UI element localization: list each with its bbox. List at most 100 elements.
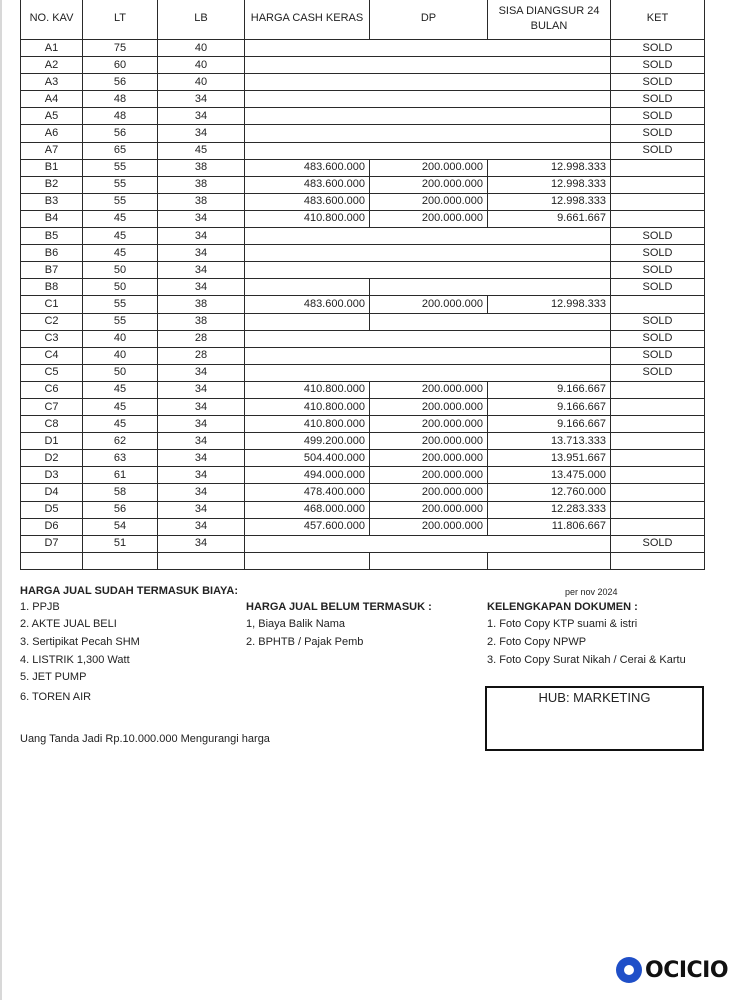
cell-merged	[244, 56, 611, 75]
cell-ket: SOLD	[610, 107, 705, 126]
cell-ket	[610, 449, 705, 468]
cell-ket: SOLD	[610, 363, 705, 382]
cell-ket: SOLD	[610, 329, 705, 348]
table-row: B5 45 34 SOLD	[20, 227, 705, 246]
logo-text: OCICIO	[645, 957, 729, 983]
cell-dp: 200.000.000	[369, 158, 488, 177]
table-row: A4 48 34 SOLD	[20, 90, 705, 109]
logo-icon	[616, 957, 642, 983]
header-dp: DP	[369, 0, 488, 40]
document-item: 3. Foto Copy Surat Nikah / Cerai & Kartu	[487, 654, 686, 666]
cell-harga: 483.600.000	[244, 295, 370, 314]
cell-ket	[610, 295, 705, 314]
deposit-note: Uang Tanda Jadi Rp.10.000.000 Mengurangi…	[20, 733, 270, 745]
cell-ket: SOLD	[610, 312, 705, 331]
cell-lb: 40	[157, 73, 245, 92]
included-title: HARGA JUAL SUDAH TERMASUK BIAYA:	[20, 585, 238, 597]
cell-ket: SOLD	[610, 261, 705, 280]
cell-sisa: 13.951.667	[487, 449, 611, 468]
cell-harga: 457.600.000	[244, 517, 370, 536]
cell-ket	[610, 551, 705, 570]
cell-kav: A7	[20, 141, 83, 160]
cell-kav: D6	[20, 517, 83, 536]
cell-merged	[244, 38, 611, 58]
date-note: per nov 2024	[565, 587, 618, 597]
cell-ket	[610, 483, 705, 502]
cell-lb: 34	[157, 534, 245, 553]
cell-dp: 200.000.000	[369, 397, 488, 417]
cell-harga	[244, 312, 370, 331]
cell-ket: SOLD	[610, 38, 705, 58]
cell-lb: 40	[157, 38, 245, 58]
cell-ket	[610, 209, 705, 229]
cell-harga: 478.400.000	[244, 483, 370, 502]
cell-lt: 63	[82, 449, 158, 468]
cell-dp: 200.000.000	[369, 192, 488, 211]
cell-kav	[20, 551, 83, 570]
documents-title: KELENGKAPAN DOKUMEN :	[487, 601, 638, 613]
cell-sisa: 12.998.333	[487, 295, 611, 314]
cell-kav: D3	[20, 466, 83, 485]
cell-lb: 34	[157, 397, 245, 417]
cell-lb: 34	[157, 209, 245, 229]
cell-lb: 34	[157, 483, 245, 502]
table-row: C5 50 34 SOLD	[20, 363, 705, 382]
cell-harga: 494.000.000	[244, 466, 370, 485]
cell-dp: 200.000.000	[369, 380, 488, 399]
excluded-title: HARGA JUAL BELUM TERMASUK :	[246, 601, 432, 613]
cell-kav: A3	[20, 73, 83, 92]
cell-kav: D2	[20, 449, 83, 468]
table-row: B6 45 34 SOLD	[20, 244, 705, 263]
cell-lt: 58	[82, 483, 158, 502]
cell-lb: 34	[157, 278, 245, 297]
cell-lb: 34	[157, 244, 245, 263]
table-row: A5 48 34 SOLD	[20, 107, 705, 126]
cell-ket	[610, 432, 705, 451]
cell-harga: 410.800.000	[244, 209, 370, 229]
cell-kav: A2	[20, 56, 83, 75]
cell-kav: D1	[20, 432, 83, 451]
cell-ket: SOLD	[610, 244, 705, 263]
cell-lb: 34	[157, 500, 245, 519]
cell-sisa: 9.661.667	[487, 209, 611, 229]
cell-lb: 34	[157, 363, 245, 382]
cell-kav: D5	[20, 500, 83, 519]
cell-kav: C8	[20, 415, 83, 434]
cell-harga: 410.800.000	[244, 380, 370, 399]
cell-dp: 200.000.000	[369, 295, 488, 314]
table-row: C1 55 38 483.600.000 200.000.000 12.998.333	[20, 295, 705, 314]
table-row: C7 45 34 410.800.000 200.000.000 9.166.667	[20, 397, 705, 417]
cell-lt: 55	[82, 175, 158, 194]
cell-lt: 60	[82, 56, 158, 75]
header-ket: KET	[610, 0, 705, 40]
cell-kav: B3	[20, 192, 83, 211]
included-item: 1. PPJB	[20, 601, 60, 613]
cell-lt: 54	[82, 517, 158, 536]
table-row: B8 50 34 SOLD	[20, 278, 705, 297]
cell-kav: B8	[20, 278, 83, 297]
cell-merged	[244, 124, 611, 143]
cell-lb: 28	[157, 329, 245, 348]
cell-sisa: 13.475.000	[487, 466, 611, 485]
cell-kav: C6	[20, 380, 83, 399]
watermark-logo: OCICIO	[616, 957, 729, 983]
table-row: C6 45 34 410.800.000 200.000.000 9.166.667	[20, 380, 705, 399]
cell-sisa: 12.998.333	[487, 158, 611, 177]
cell-lb: 34	[157, 415, 245, 434]
contact-box: HUB: MARKETING	[485, 686, 704, 751]
cell-dp: 200.000.000	[369, 415, 488, 434]
table-header: NO. KAV LT LB HARGA CASH KERAS DP SISA D…	[20, 0, 705, 40]
cell-lt: 62	[82, 432, 158, 451]
cell-lb: 34	[157, 124, 245, 143]
cell-harga	[244, 278, 370, 297]
cell-merged	[369, 312, 611, 331]
cell-dp: 200.000.000	[369, 500, 488, 519]
cell-ket	[610, 415, 705, 434]
cell-ket	[610, 500, 705, 519]
cell-merged	[369, 278, 611, 297]
cell-lt: 45	[82, 415, 158, 434]
cell-lt: 50	[82, 261, 158, 280]
cell-ket	[610, 397, 705, 417]
cell-lb: 34	[157, 261, 245, 280]
table-row: D2 63 34 504.400.000 200.000.000 13.951.667	[20, 449, 705, 468]
